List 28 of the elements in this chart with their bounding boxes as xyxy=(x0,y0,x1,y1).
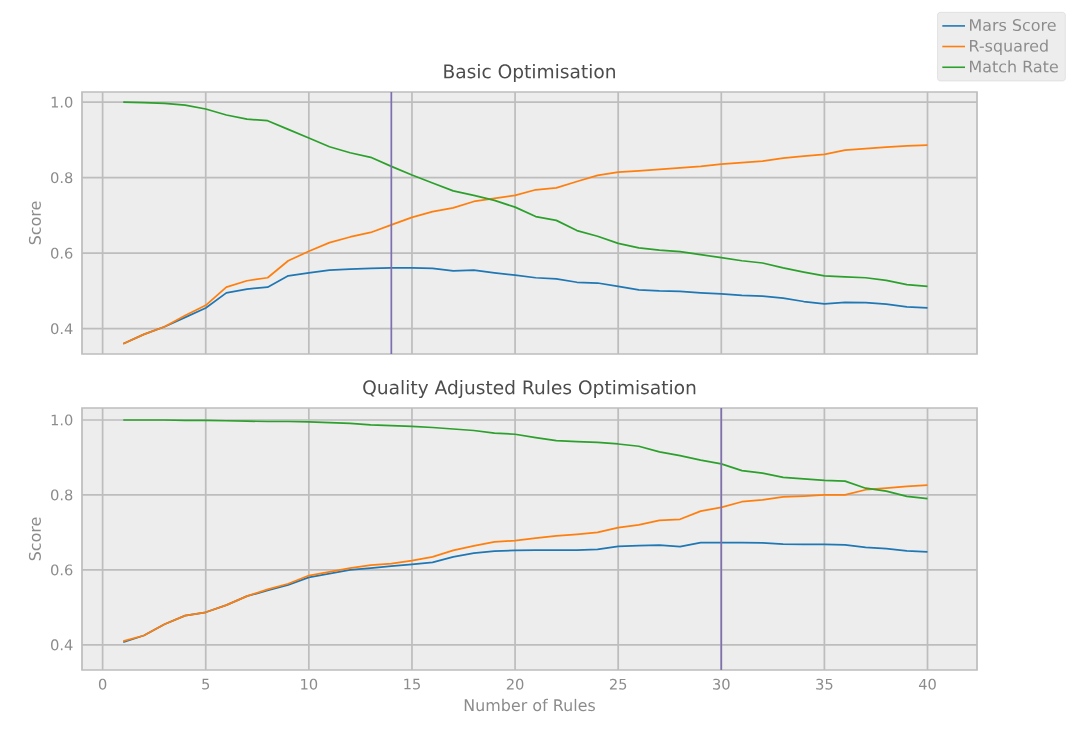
y-axis-title: Score xyxy=(28,517,41,561)
y-tick-label: 1.0 xyxy=(51,414,73,426)
line-series xyxy=(122,484,929,643)
legend-label: Mars Score xyxy=(970,19,1056,32)
y-tick-label: 1.0 xyxy=(51,96,73,108)
x-tick-label: 15 xyxy=(404,678,420,690)
line-series xyxy=(122,144,929,345)
y-tick-label: 0.4 xyxy=(51,323,73,335)
y-tick-label: 0.4 xyxy=(51,639,73,651)
legend-label: Match Rate xyxy=(970,60,1058,73)
legend-label: R-squared xyxy=(970,39,1048,55)
x-tick-label: 0 xyxy=(98,678,107,690)
line-series xyxy=(122,101,929,288)
y-axis-title: Score xyxy=(28,201,41,245)
x-tick-label: 20 xyxy=(506,678,524,690)
x-tick-label: 35 xyxy=(816,678,833,690)
y-tick-label: 0.8 xyxy=(51,172,73,184)
x-tick-label: 30 xyxy=(713,678,730,690)
y-tick-label: 0.6 xyxy=(51,247,73,259)
x-tick-label: 40 xyxy=(918,678,936,690)
chart-title: Basic Optimisation xyxy=(444,64,615,82)
chart-title: Quality Adjusted Rules Optimisation xyxy=(363,380,696,398)
y-tick-label: 0.6 xyxy=(51,564,73,576)
y-tick-label: 0.8 xyxy=(51,489,73,501)
x-tick-label: 5 xyxy=(202,678,210,690)
x-axis-title: Number of Rules xyxy=(464,698,595,712)
x-tick-label: 10 xyxy=(301,678,318,690)
x-tick-label: 25 xyxy=(609,678,627,690)
